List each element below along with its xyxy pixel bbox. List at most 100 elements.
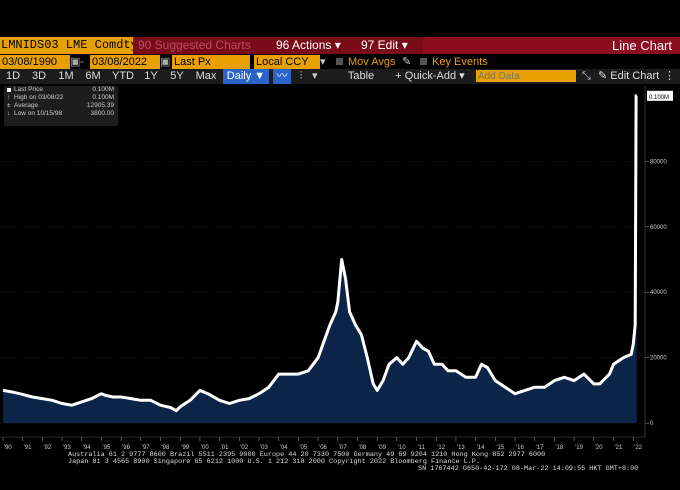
ticker-field[interactable]: LMNIDS03 LME Comdty xyxy=(0,37,133,54)
footer-timestamp: SN 1767442 G650-42-172 08-Mar-22 14:09:5… xyxy=(418,465,639,473)
y-axis: 0 20000 40000 60000 80000 xyxy=(644,86,667,437)
x-tick-label: '19 xyxy=(575,445,583,451)
x-tick-label: '00 xyxy=(201,445,209,451)
add-data-input[interactable] xyxy=(476,70,576,82)
currency-selector[interactable]: Local CCY xyxy=(254,55,320,69)
legend-low-label: Low on 10/15/98 xyxy=(14,110,63,117)
end-date-field[interactable]: 03/08/2022 xyxy=(90,55,160,69)
actions-menu[interactable]: 96 Actions ▾ xyxy=(272,37,358,54)
date-toolbar: 03/08/1990 ▣ - 03/08/2022 ▣ Last Px Loca… xyxy=(0,55,680,69)
x-tick-label: '08 xyxy=(358,445,366,451)
x-tick-label: '96 xyxy=(122,445,130,451)
edit-chart-label: Edit Chart xyxy=(610,70,660,82)
chart-legend: Last Price 0.100M ↑ High on 03/08/22 0.1… xyxy=(4,86,118,126)
chart-type-title: Line Chart xyxy=(612,38,672,53)
edit-chart-button[interactable]: ✎ Edit Chart xyxy=(598,69,659,84)
series-area-fill xyxy=(3,95,637,424)
frequency-selector[interactable]: Daily ▼ xyxy=(223,69,269,84)
range-6m-button[interactable]: 6M xyxy=(85,70,101,82)
x-tick-label: '12 xyxy=(437,445,445,451)
calendar-icon[interactable]: ▣ xyxy=(70,56,81,68)
field-selector[interactable]: Last Px xyxy=(172,55,250,69)
dash-separator: - xyxy=(80,56,84,68)
y-tick-label: 80000 xyxy=(650,159,667,165)
range-1y-button[interactable]: 1Y xyxy=(144,70,158,82)
x-tick-label: '17 xyxy=(536,445,544,451)
range-1m-button[interactable]: 1M xyxy=(58,70,74,82)
line-chart-icon[interactable]: 〰 xyxy=(273,69,291,84)
y-tick-label: 20000 xyxy=(650,356,667,362)
quick-add-button[interactable]: + Quick-Add ▾ xyxy=(395,70,465,82)
legend-average: ± Average 12905.39 xyxy=(4,102,118,110)
x-tick-label: '15 xyxy=(496,445,504,451)
legend-low: ↓ Low on 10/15/98 3800.00 xyxy=(4,110,118,118)
resize-icon[interactable]: ⤡ xyxy=(582,70,591,82)
x-tick-label: '06 xyxy=(319,445,327,451)
range-ytd-button[interactable]: YTD xyxy=(112,70,134,82)
x-tick-label: '94 xyxy=(83,445,91,451)
mov-avgs-label[interactable]: Mov Avgs xyxy=(348,56,396,68)
x-tick-label: '16 xyxy=(516,445,524,451)
x-tick-label: '20 xyxy=(595,445,603,451)
suggested-charts-button[interactable]: 90 Suggested Charts xyxy=(134,37,272,54)
x-tick-label: '98 xyxy=(162,445,170,451)
legend-high-value: 0.100M xyxy=(92,94,114,101)
x-tick-label: '91 xyxy=(24,445,32,451)
x-tick-label: '97 xyxy=(142,445,150,451)
key-events-checkbox[interactable] xyxy=(420,58,427,65)
legend-high-label: High on 03/08/22 xyxy=(14,94,64,101)
range-1d-button[interactable]: 1D xyxy=(5,70,21,82)
chevron-down-icon[interactable]: ▾ xyxy=(320,56,326,68)
legend-high: ↑ High on 03/08/22 0.100M xyxy=(4,94,118,102)
x-tick-label: '13 xyxy=(457,445,465,451)
footer-contacts-line2: Japan 81 3 4565 8900 Singapore 65 6212 1… xyxy=(68,458,480,466)
calendar-icon[interactable]: ▣ xyxy=(160,56,171,68)
start-date-field[interactable]: 03/08/1990 xyxy=(0,55,70,69)
legend-average-value: 12905.39 xyxy=(86,102,114,109)
legend-last-price-label: Last Price xyxy=(14,86,43,93)
last-value-marker: 0.100M xyxy=(647,90,673,101)
plus-minus-icon: ± xyxy=(7,102,11,109)
x-axis: '90 '91 '92 '93 '94 '95 '96 '97 '98 '99 '00 '01 '02 '… xyxy=(0,436,645,451)
range-5y-button[interactable]: 5Y xyxy=(170,70,184,82)
mov-avgs-checkbox[interactable] xyxy=(336,58,343,65)
x-tick-label: '01 xyxy=(221,445,229,451)
x-tick-label: '95 xyxy=(102,445,110,451)
x-tick-label: '07 xyxy=(339,445,347,451)
last-value-label: 0.100M xyxy=(649,95,669,101)
x-tick-label: '03 xyxy=(260,445,268,451)
x-tick-label: '04 xyxy=(280,445,288,451)
range-toolbar: 1D 3D 1M 6M YTD 1Y 5Y Max Daily ▼ 〰 ⫶ ▾ … xyxy=(0,69,680,84)
edit-menu[interactable]: 97 Edit ▾ xyxy=(357,37,423,54)
main-toolbar: LMNIDS03 LME Comdty 90 Suggested Charts … xyxy=(0,37,680,54)
table-button[interactable]: Table xyxy=(347,70,375,82)
range-3d-button[interactable]: 3D xyxy=(31,70,47,82)
pencil-icon[interactable]: ✎ xyxy=(402,56,412,68)
chevron-down-icon[interactable]: ▾ xyxy=(312,70,318,82)
footer: Australia 61 2 9777 8600 Brazil 5511 239… xyxy=(0,451,680,490)
x-tick-label: '99 xyxy=(181,445,189,451)
y-tick-label: 40000 xyxy=(650,290,667,296)
key-events-label[interactable]: Key Events xyxy=(432,56,488,68)
x-tick-label: '14 xyxy=(477,445,485,451)
x-tick-label: '93 xyxy=(63,445,71,451)
bar-style-icon[interactable]: ⫶ xyxy=(299,70,303,82)
arrow-up-icon: ↑ xyxy=(7,94,11,101)
x-tick-label: '10 xyxy=(398,445,406,451)
legend-low-value: 3800.00 xyxy=(90,110,115,117)
y-tick-label: 60000 xyxy=(650,225,667,231)
more-options-icon[interactable]: ⋮ xyxy=(664,70,675,82)
legend-average-label: Average xyxy=(14,102,39,109)
footer-contacts-line1: Australia 61 2 9777 8600 Brazil 5511 239… xyxy=(68,451,546,459)
arrow-down-icon: ↓ xyxy=(7,110,11,117)
x-tick-label: '22 xyxy=(634,445,642,451)
x-tick-label: '21 xyxy=(614,445,622,451)
x-tick-label: '92 xyxy=(43,445,51,451)
range-max-button[interactable]: Max xyxy=(195,70,217,82)
x-tick-label: '09 xyxy=(378,445,386,451)
x-tick-label: '05 xyxy=(299,445,307,451)
x-tick-label: '18 xyxy=(555,445,563,451)
series-swatch xyxy=(7,88,11,92)
x-tick-label: '90 xyxy=(4,445,12,451)
